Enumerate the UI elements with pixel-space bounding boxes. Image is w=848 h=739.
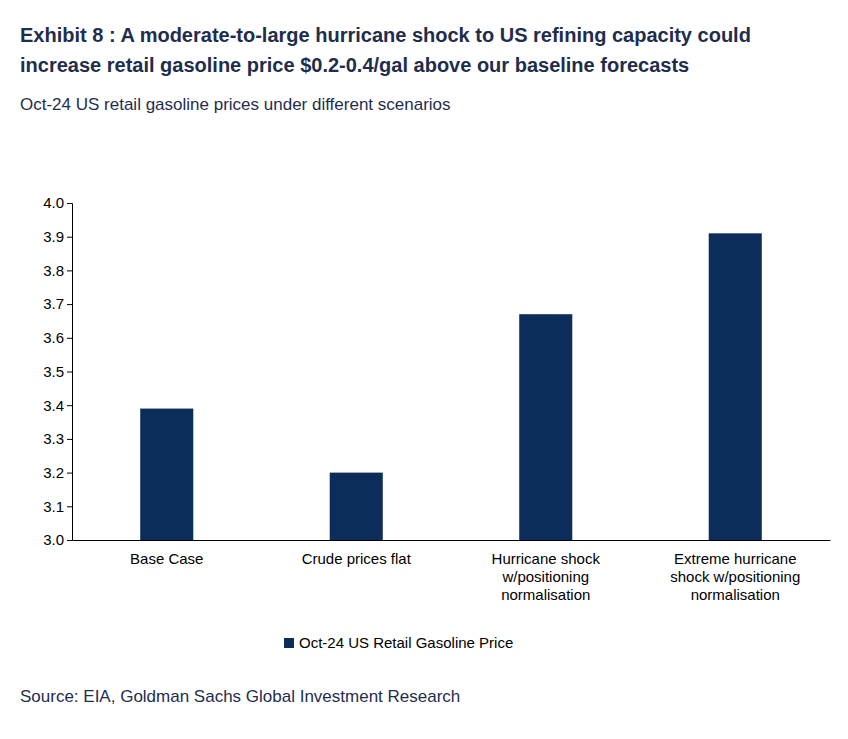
tick-label: 3.9 <box>43 228 64 245</box>
tick: Extreme hurricaneshock w/positioningnorm… <box>670 540 800 603</box>
title: Exhibit 8 : A moderate-to-large hurrican… <box>20 24 751 76</box>
tick-label: 4.0 <box>43 194 64 211</box>
tick-mark <box>67 304 72 305</box>
tick: 3.4 <box>43 397 72 414</box>
tick-label: 3.2 <box>43 464 64 481</box>
tick-label: 3.7 <box>43 295 64 312</box>
text-line: Base Case <box>130 550 203 567</box>
tick-label: Base Case <box>130 550 203 567</box>
tick: 3.7 <box>43 295 72 312</box>
y-axis: 3.0 3.1 3.2 3.3 3.4 3.5 3.6 3.7 3.8 3.9 4.0 <box>43 194 72 548</box>
tick-label: Crude prices flat <box>302 550 412 567</box>
tick-mark <box>67 203 72 204</box>
tick-label: 3.4 <box>43 397 64 414</box>
axis-line <box>67 204 73 541</box>
text-line: normalisation <box>501 586 590 603</box>
bar <box>140 409 193 540</box>
tick-mark <box>67 506 72 507</box>
tick: 3.3 <box>43 430 72 447</box>
tick-label: Extreme hurricaneshock w/positioningnorm… <box>670 550 800 603</box>
tick-mark <box>67 405 72 406</box>
text-line: Exhibit 8 : A moderate-to-large hurrican… <box>20 24 751 46</box>
x-axis: Base Case Crude prices flat Hurricane shoc… <box>73 540 831 603</box>
chart: Exhibit 8 : A moderate-to-large hurrican… <box>0 0 848 739</box>
tick-mark <box>67 439 72 440</box>
tick-mark <box>67 237 72 238</box>
text-line: increase retail gasoline price $0.2-0.4/… <box>20 54 689 76</box>
legend-swatch <box>284 638 294 648</box>
tick: 3.0 <box>43 531 72 548</box>
text-line: w/positioning <box>501 568 589 585</box>
tick-label: 3.5 <box>43 363 64 380</box>
axis-line <box>73 540 831 541</box>
tick-mark <box>67 540 72 541</box>
tick: 3.6 <box>43 329 72 346</box>
tick-mark <box>67 372 72 373</box>
tick-mark <box>67 473 72 474</box>
tick-label: 3.0 <box>43 531 64 548</box>
bar <box>519 314 572 540</box>
text-line: normalisation <box>691 586 780 603</box>
text-line: Extreme hurricane <box>674 550 797 567</box>
legend-item: Oct-24 US Retail Gasoline Price <box>284 634 513 651</box>
tick: Hurricane shockw/positioningnormalisatio… <box>492 540 601 603</box>
tick: 3.1 <box>43 498 72 515</box>
bar <box>709 233 762 540</box>
tick: 3.5 <box>43 363 72 380</box>
text-line: Hurricane shock <box>492 550 601 567</box>
tick-label: 3.3 <box>43 430 64 447</box>
bars <box>140 233 762 540</box>
tick: 4.0 <box>43 194 72 211</box>
tick: 3.2 <box>43 464 72 481</box>
tick: 3.8 <box>43 262 72 279</box>
text-line: Crude prices flat <box>302 550 412 567</box>
tick-label: 3.8 <box>43 262 64 279</box>
tick: 3.9 <box>43 228 72 245</box>
subtitle: Oct-24 US retail gasoline prices under d… <box>20 95 451 114</box>
legend: Oct-24 US Retail Gasoline Price <box>284 634 513 651</box>
source: Source: EIA, Goldman Sachs Global Invest… <box>20 687 460 706</box>
tick-mark <box>67 270 72 271</box>
tick-label: 3.6 <box>43 329 64 346</box>
bar <box>330 473 383 540</box>
text-line: shock w/positioning <box>670 568 800 585</box>
tick: Crude prices flat <box>302 540 412 567</box>
tick-label: 3.1 <box>43 498 64 515</box>
tick-label: Hurricane shockw/positioningnormalisatio… <box>492 550 601 603</box>
legend-label: Oct-24 US Retail Gasoline Price <box>299 634 513 651</box>
tick: Base Case <box>130 540 203 567</box>
tick-mark <box>67 338 72 339</box>
